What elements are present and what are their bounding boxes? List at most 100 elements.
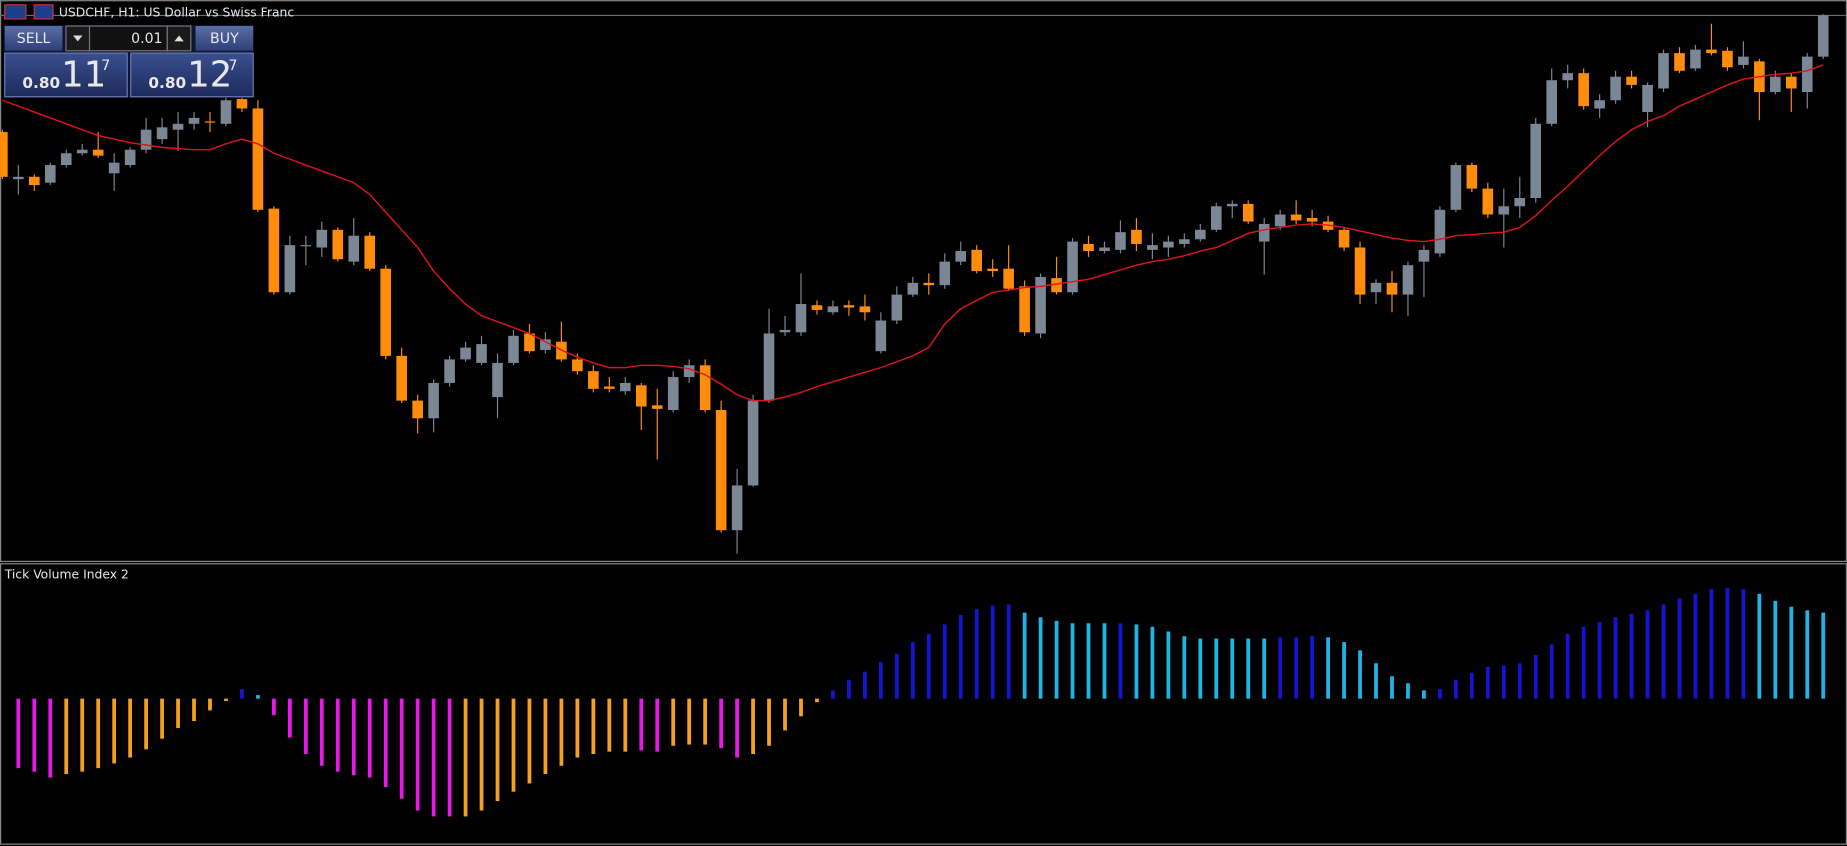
indicator-title: Tick Volume Index 2: [4, 567, 129, 581]
candle-body: [811, 305, 823, 310]
volume-bar: [1549, 644, 1554, 699]
candle-body: [60, 153, 72, 166]
volume-bar: [655, 698, 660, 752]
candle-body: [412, 400, 423, 419]
candle-body: [1035, 276, 1046, 334]
candle-body: [1242, 203, 1254, 222]
volume-bar: [272, 698, 276, 716]
volume-bar: [1789, 606, 1794, 699]
candle-body: [1067, 241, 1078, 293]
volume-bar: [415, 698, 420, 811]
volume-bar: [240, 689, 244, 699]
candle-body: [651, 405, 663, 409]
sell-button[interactable]: [4, 26, 63, 51]
volume-bar: [80, 698, 85, 772]
volume-bar: [1310, 636, 1315, 699]
ask-box[interactable]: [130, 52, 254, 98]
volume-bar: [1677, 598, 1682, 699]
candle-body: [1642, 84, 1653, 113]
candle-body: [843, 305, 855, 308]
volume-bar: [1150, 626, 1155, 699]
volume-bar: [1438, 689, 1442, 699]
volume-bar: [894, 653, 899, 699]
candle-body: [1450, 165, 1462, 210]
volume-bar: [1517, 663, 1522, 699]
volume-bar: [1629, 613, 1634, 699]
volume-bar: [224, 698, 228, 701]
volume-bar: [1342, 642, 1346, 699]
candle-body: [236, 99, 248, 109]
ask-fraction: 7: [229, 58, 238, 74]
candle-body: [1402, 265, 1414, 295]
candle-body: [1099, 247, 1110, 252]
candle-body: [1514, 198, 1526, 207]
candle-body: [1626, 76, 1637, 85]
candle-body: [1306, 218, 1318, 222]
candle-body: [699, 365, 711, 411]
candle-body: [1801, 56, 1813, 93]
candle-body: [1658, 53, 1669, 89]
candle-body: [1131, 229, 1142, 244]
candle-body: [1546, 80, 1558, 124]
candle-body: [364, 235, 376, 269]
menu-icon[interactable]: [4, 4, 27, 20]
candle-body: [492, 362, 503, 398]
volume-bar: [367, 698, 372, 778]
candles: [0, 14, 1829, 554]
volume-bar: [1166, 631, 1171, 699]
candle-body: [1179, 239, 1190, 244]
candle-body: [1594, 100, 1605, 109]
volume-bar: [974, 609, 979, 699]
bid-big-figure: 0.80: [22, 74, 60, 92]
volume-bar: [1469, 672, 1474, 699]
candle-body: [524, 333, 535, 352]
candle-body: [572, 359, 583, 372]
candle-body: [76, 149, 88, 154]
volume-bar: [847, 679, 851, 699]
candle-body: [1690, 49, 1701, 69]
volume-bar: [1725, 587, 1730, 699]
volume-bar: [383, 698, 388, 787]
candle-body: [1578, 73, 1589, 107]
ask-big-figure: 0.80: [148, 74, 186, 92]
volume-bar: [575, 698, 580, 758]
main-pane-frame: [0, 0, 1847, 562]
candle-body: [316, 229, 328, 248]
candle-body: [859, 306, 871, 313]
volume-bar: [1198, 638, 1203, 699]
volume-bar: [1182, 636, 1187, 699]
candle-body: [1051, 278, 1062, 293]
one-click-icon[interactable]: [33, 4, 54, 20]
candle-body: [1115, 232, 1126, 250]
candle-body: [731, 485, 743, 531]
volume-bar: [32, 698, 37, 772]
volume-bar: [1294, 637, 1299, 699]
volume-bar: [878, 662, 883, 699]
volume-bar: [447, 698, 452, 817]
lot-field[interactable]: [88, 25, 168, 52]
bid-box[interactable]: [4, 52, 128, 98]
candle-body: [1147, 245, 1158, 250]
volume-bar: [1597, 622, 1602, 699]
volume-bar: [16, 698, 21, 769]
volume-bar: [1533, 655, 1538, 699]
volume-bar: [144, 698, 148, 750]
volume-bar: [527, 698, 532, 784]
volume-bar: [751, 698, 755, 754]
candle-body: [1386, 282, 1398, 295]
candle-body: [1338, 229, 1350, 248]
sell-label: SELL: [17, 31, 51, 47]
volume-bar: [799, 698, 803, 717]
chart-title: USDCHF, H1: US Dollar vs Swiss Franc: [59, 6, 294, 20]
buy-button[interactable]: [195, 26, 254, 51]
candle-body: [1003, 268, 1014, 289]
candle-body: [923, 282, 935, 286]
candle-body: [92, 149, 104, 156]
moving-average: [2, 64, 1824, 402]
volume-bar: [1326, 637, 1330, 699]
volume-bar: [1086, 623, 1091, 699]
volume-bar: [208, 698, 212, 711]
candle-body: [1498, 206, 1510, 215]
down-arrow: [73, 35, 83, 42]
